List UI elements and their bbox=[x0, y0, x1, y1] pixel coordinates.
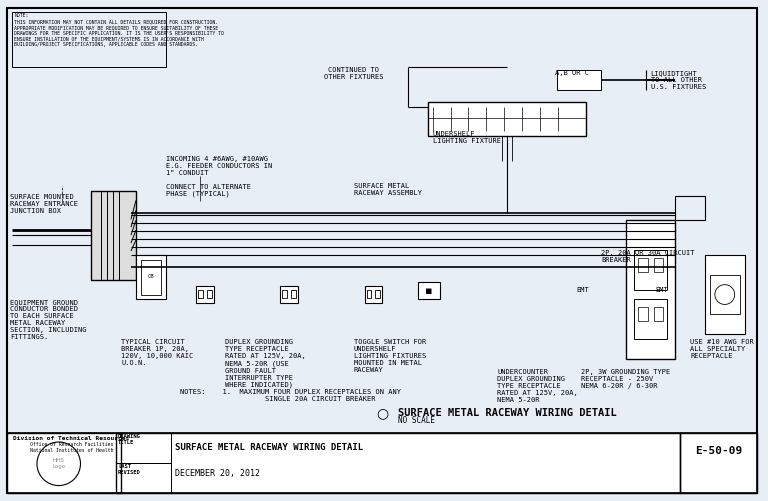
Text: DUPLEX GROUNDING
TYPE RECEPTACLE
RATED AT 125V, 20A,
NEMA 5-20R (USE
GROUND FAUL: DUPLEX GROUNDING TYPE RECEPTACLE RATED A… bbox=[225, 339, 306, 388]
Bar bbox=[136, 255, 166, 300]
Text: TOGGLE SWITCH FOR
UNDERSHELF
LIGHTING FIXTURES
MOUNTED IN METAL
RACEWAY: TOGGLE SWITCH FOR UNDERSHELF LIGHTING FI… bbox=[353, 339, 426, 373]
Text: TYPICAL CIRCUIT
BREAKER 1P, 20A,
120V, 10,000 KAIC
U.O.N.: TYPICAL CIRCUIT BREAKER 1P, 20A, 120V, 1… bbox=[121, 339, 194, 366]
Bar bbox=[116, 433, 170, 463]
Text: NOTES:    1.  MAXIMUM FOUR DUPLEX RECEPTACLES ON ANY
                    SINGLE : NOTES: 1. MAXIMUM FOUR DUPLEX RECEPTACLE… bbox=[180, 389, 402, 402]
Text: Division of Technical Resources: Division of Technical Resources bbox=[14, 436, 130, 441]
Bar bbox=[428, 102, 586, 136]
Text: 2P, 3W GROUNDING TYPE
RECEPTACLE - 250V
NEMA 6-20R / 6-30R: 2P, 3W GROUNDING TYPE RECEPTACLE - 250V … bbox=[581, 369, 670, 389]
Text: UNDERCOUNTER
DUPLEX GROUNDING
TYPE RECEPTACLE
RATED AT 125V, 20A,
NEMA 5-20R: UNDERCOUNTER DUPLEX GROUNDING TYPE RECEP… bbox=[497, 369, 578, 403]
Bar bbox=[91, 190, 136, 280]
Text: DECEMBER 20, 2012: DECEMBER 20, 2012 bbox=[176, 469, 260, 478]
Bar bbox=[7, 433, 757, 493]
Text: E-50-09: E-50-09 bbox=[695, 446, 743, 456]
Bar bbox=[634, 250, 667, 290]
Bar bbox=[634, 300, 667, 339]
Text: SURFACE METAL RACEWAY WIRING DETAIL: SURFACE METAL RACEWAY WIRING DETAIL bbox=[398, 408, 617, 418]
Text: Office of Research Facilities
National Institutes of Health: Office of Research Facilities National I… bbox=[30, 442, 113, 453]
Bar bbox=[198, 290, 204, 298]
Text: UNDERSHELF
LIGHTING FIXTURE: UNDERSHELF LIGHTING FIXTURE bbox=[433, 131, 501, 144]
Bar bbox=[207, 290, 212, 298]
Text: DRAWING
TITLE: DRAWING TITLE bbox=[118, 434, 141, 445]
Text: CONNECT TO ALTERNATE
PHASE (TYPICAL): CONNECT TO ALTERNATE PHASE (TYPICAL) bbox=[166, 184, 250, 197]
Text: INCOMING 4 #6AWG, #10AWG
E.G. FEEDER CONDUCTORS IN
1" CONDUIT: INCOMING 4 #6AWG, #10AWG E.G. FEEDER CON… bbox=[166, 156, 272, 176]
Text: USE #10 AWG FOR
ALL SPECIALTY
RECEPTACLE: USE #10 AWG FOR ALL SPECIALTY RECEPTACLE bbox=[690, 339, 754, 359]
Text: EMT: EMT bbox=[656, 287, 668, 293]
Bar bbox=[557, 70, 601, 90]
Text: CONTINUED TO
OTHER FIXTURES: CONTINUED TO OTHER FIXTURES bbox=[324, 67, 383, 80]
Bar bbox=[366, 290, 372, 298]
Text: SURFACE METAL RACEWAY WIRING DETAIL: SURFACE METAL RACEWAY WIRING DETAIL bbox=[176, 443, 363, 452]
Bar bbox=[675, 195, 705, 220]
Text: LIQUIDTIGHT
TO ALL OTHER
U.S. FIXTURES: LIQUIDTIGHT TO ALL OTHER U.S. FIXTURES bbox=[650, 70, 706, 90]
Bar bbox=[116, 433, 680, 493]
Text: A,B OR C: A,B OR C bbox=[554, 70, 588, 76]
Bar bbox=[283, 290, 287, 298]
Text: SURFACE MOUNTED
RACEWAY ENTRANCE
JUNCTION BOX: SURFACE MOUNTED RACEWAY ENTRANCE JUNCTIO… bbox=[10, 193, 78, 213]
Bar bbox=[280, 286, 298, 304]
Bar bbox=[680, 433, 757, 493]
Text: ▪: ▪ bbox=[425, 286, 432, 296]
Bar bbox=[637, 258, 647, 272]
Bar bbox=[654, 308, 664, 321]
Bar bbox=[291, 290, 296, 298]
Text: NO SCALE: NO SCALE bbox=[398, 416, 435, 425]
Text: 2P, 20A OR 30A CIRCUIT
BREAKER: 2P, 20A OR 30A CIRCUIT BREAKER bbox=[601, 250, 694, 263]
Bar bbox=[376, 290, 380, 298]
Bar bbox=[418, 282, 440, 300]
Text: EQUIPMENT GROUND
CONDUCTOR BONDED
TO EACH SURFACE
METAL RACEWAY
SECTION, INCLUDI: EQUIPMENT GROUND CONDUCTOR BONDED TO EAC… bbox=[10, 300, 87, 341]
Bar bbox=[197, 286, 214, 304]
Bar bbox=[626, 220, 675, 359]
Bar bbox=[654, 258, 664, 272]
Bar bbox=[710, 275, 740, 314]
Text: HHS
Logo: HHS Logo bbox=[52, 458, 65, 469]
Bar bbox=[116, 463, 170, 493]
Text: CB: CB bbox=[147, 274, 154, 279]
Bar bbox=[7, 433, 121, 493]
Text: ○: ○ bbox=[376, 406, 389, 420]
Bar bbox=[705, 255, 744, 334]
Bar bbox=[12, 13, 166, 67]
Text: SURFACE METAL
RACEWAY ASSEMBLY: SURFACE METAL RACEWAY ASSEMBLY bbox=[353, 183, 422, 196]
Bar bbox=[637, 308, 647, 321]
Bar bbox=[365, 286, 382, 304]
Text: EMT: EMT bbox=[576, 287, 589, 293]
Bar bbox=[141, 260, 161, 295]
Text: NOTE:
THIS INFORMATION MAY NOT CONTAIN ALL DETAILS REQUIRED FOR CONSTRUCTION.
AP: NOTE: THIS INFORMATION MAY NOT CONTAIN A… bbox=[14, 14, 224, 48]
Text: LAST
REVISED: LAST REVISED bbox=[118, 464, 141, 474]
